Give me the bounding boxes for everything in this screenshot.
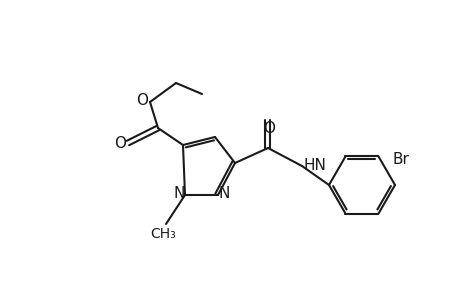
- Text: O: O: [114, 136, 126, 151]
- Text: CH₃: CH₃: [150, 227, 175, 241]
- Text: Br: Br: [392, 152, 409, 167]
- Text: N: N: [173, 187, 184, 202]
- Text: O: O: [136, 92, 148, 107]
- Text: HN: HN: [303, 158, 326, 172]
- Text: N: N: [218, 187, 229, 202]
- Text: O: O: [263, 121, 274, 136]
